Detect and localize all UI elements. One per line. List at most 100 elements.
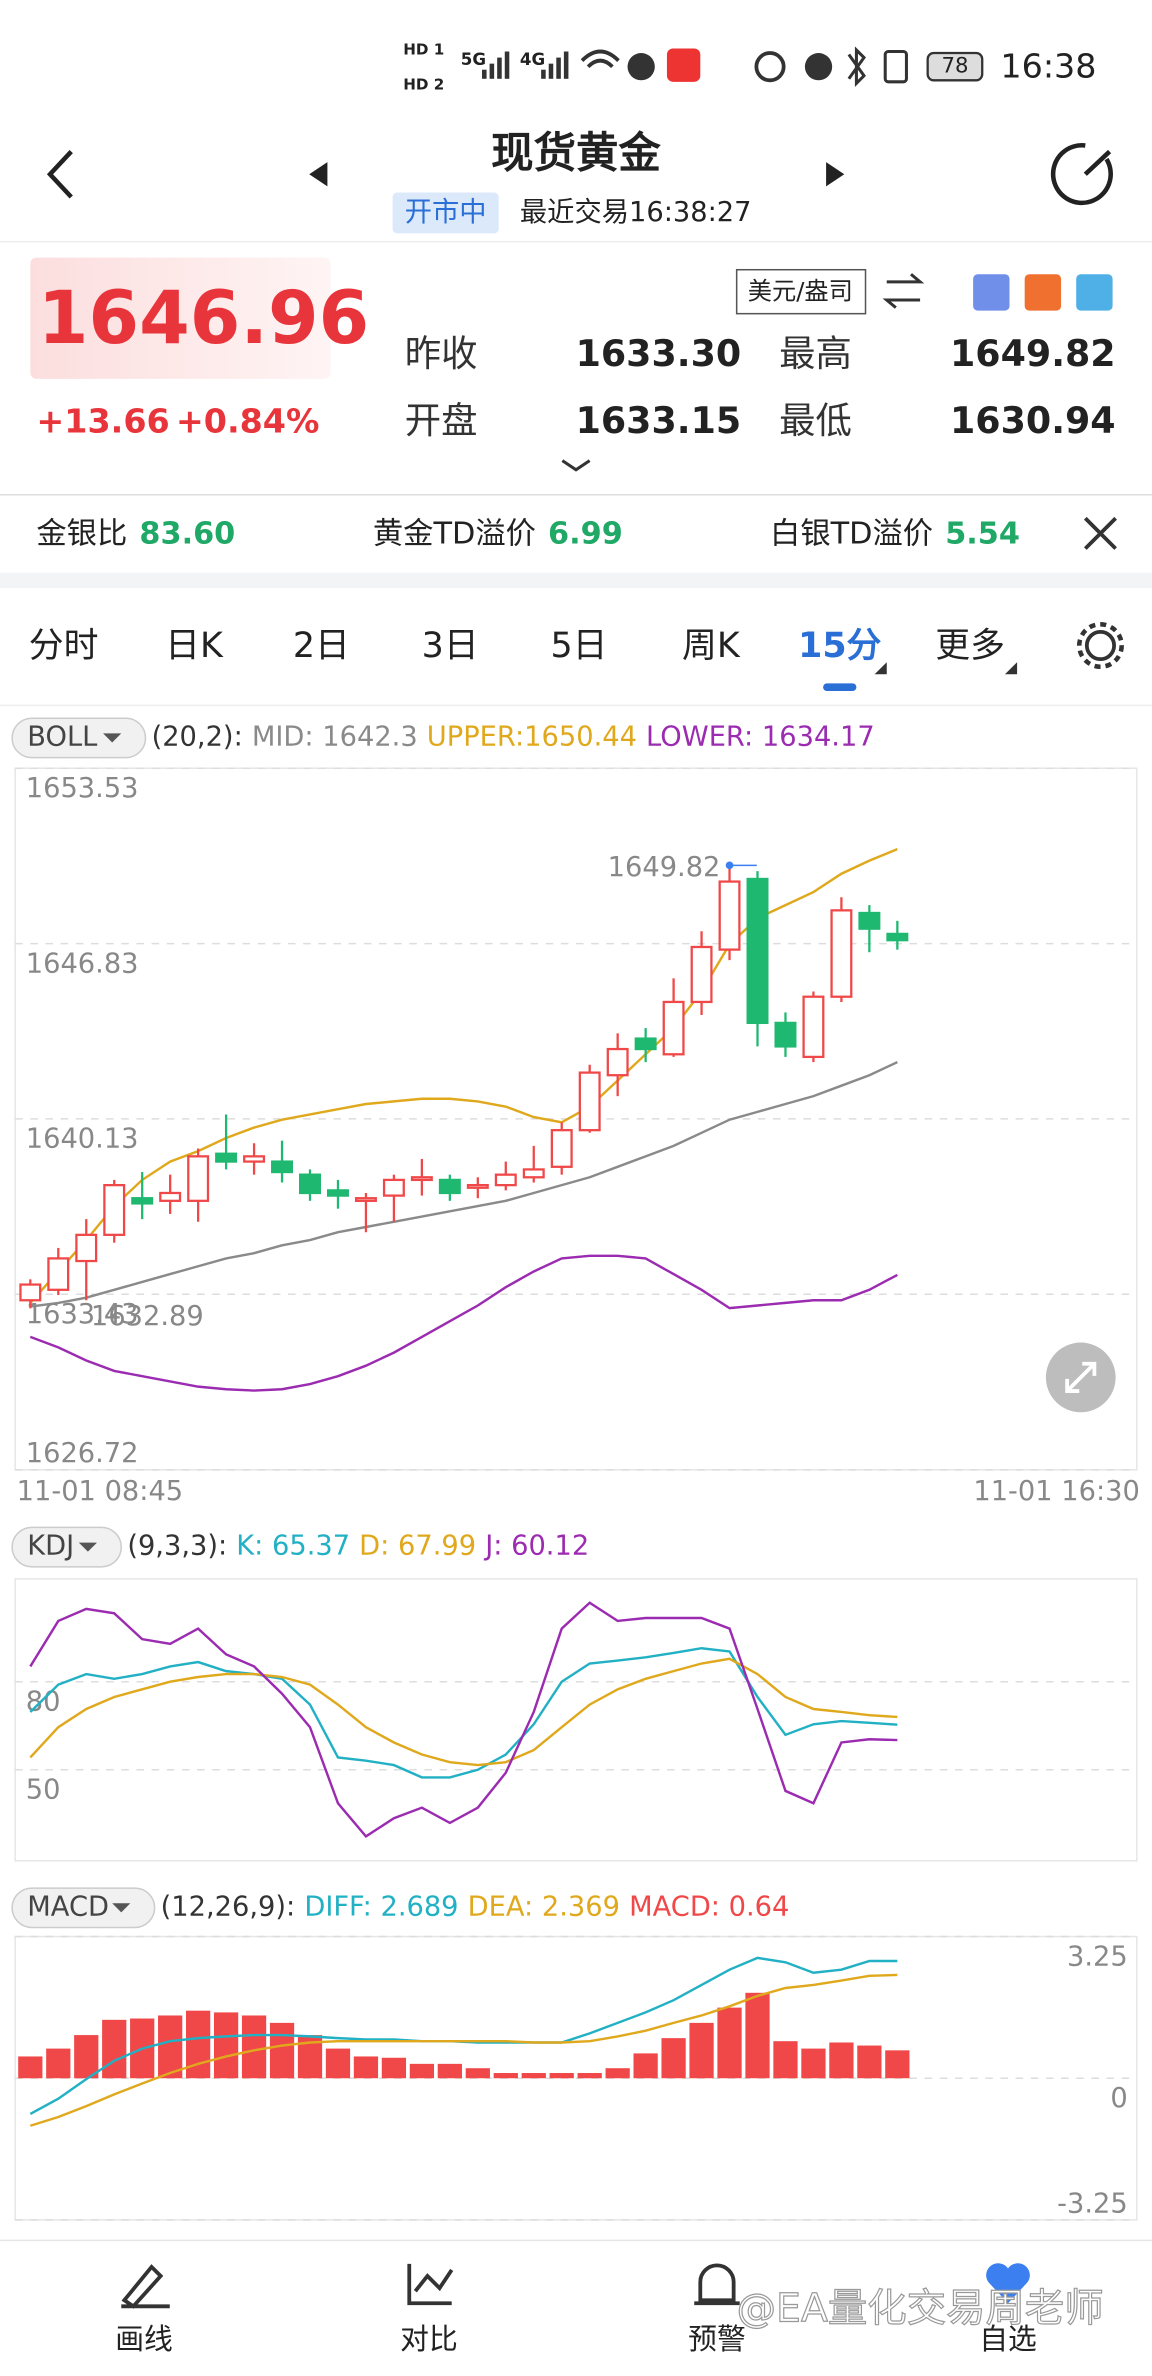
y-tick-label: 3.25 bbox=[1067, 1941, 1128, 1972]
ratio-label: 白银TD溢价 bbox=[770, 516, 933, 551]
alert-icon bbox=[694, 2263, 740, 2306]
field-value: 1649.82 bbox=[950, 332, 1116, 375]
histogram-bar bbox=[74, 2035, 99, 2079]
field-label: 昨收 bbox=[405, 332, 478, 375]
indicator-line bbox=[29, 1647, 898, 1779]
y-tick-label: 1626.72 bbox=[26, 1438, 139, 1469]
unit-box[interactable] bbox=[735, 268, 867, 315]
refresh-button[interactable] bbox=[1050, 143, 1113, 206]
histogram-bar bbox=[213, 2012, 239, 2079]
tab[interactable]: 5日 bbox=[551, 626, 608, 666]
alarm-icon bbox=[804, 53, 833, 81]
indicator-selector[interactable] bbox=[11, 717, 147, 759]
tool-icon[interactable] bbox=[1076, 274, 1113, 311]
histogram-bar bbox=[381, 2057, 407, 2079]
last-trade: 最近交易16:38:27 bbox=[520, 197, 752, 228]
nav-label[interactable]: 对比 bbox=[400, 2322, 458, 2356]
histogram-bar bbox=[605, 2068, 630, 2079]
indicator-line bbox=[29, 1254, 898, 1392]
fullscreen-icon bbox=[1065, 1361, 1097, 1393]
candle-body bbox=[578, 1071, 601, 1132]
candle-body bbox=[354, 1197, 377, 1202]
price-change: +13.66 bbox=[36, 401, 169, 440]
indicator-selector[interactable] bbox=[11, 1887, 156, 1929]
histogram-bar bbox=[465, 2068, 490, 2079]
tab[interactable]: 分时 bbox=[29, 626, 99, 666]
histogram-bar bbox=[521, 2073, 546, 2079]
histogram-bar bbox=[353, 2056, 379, 2079]
tab[interactable]: 更多 bbox=[935, 626, 1005, 666]
ratio-value: 6.99 bbox=[548, 516, 623, 551]
tab[interactable]: 15分 bbox=[798, 626, 882, 666]
indicator-selector[interactable] bbox=[11, 1526, 123, 1568]
divider bbox=[0, 493, 1152, 496]
field-label: 最低 bbox=[779, 399, 852, 442]
indicator-name: KDJ bbox=[27, 1531, 74, 1562]
tab[interactable]: 2日 bbox=[293, 626, 350, 666]
wechat-icon bbox=[627, 53, 655, 81]
page-title: 现货黄金 bbox=[491, 130, 661, 179]
histogram-bar bbox=[577, 2073, 602, 2079]
histogram-bar bbox=[269, 2022, 295, 2079]
settings-button[interactable] bbox=[1076, 622, 1124, 670]
y-tick-label: 0 bbox=[1110, 2083, 1127, 2114]
candle-body bbox=[187, 1155, 210, 1202]
divider bbox=[0, 704, 1152, 707]
prev-button[interactable] bbox=[309, 162, 328, 187]
expand-chevron[interactable] bbox=[561, 459, 591, 472]
histogram-bar bbox=[885, 2050, 910, 2079]
candle-body bbox=[438, 1178, 461, 1195]
max-label: 1649.82 bbox=[608, 852, 721, 883]
candle-body bbox=[718, 880, 741, 951]
close-button[interactable] bbox=[1083, 516, 1117, 550]
watermark: @EA量化交易周老师 bbox=[737, 2285, 1104, 2331]
candle-body bbox=[522, 1168, 545, 1179]
y-tick-label: 1646.83 bbox=[26, 948, 139, 979]
x-tick-label: 11-01 16:30 bbox=[973, 1476, 1140, 1507]
draw-icon bbox=[121, 2264, 170, 2309]
histogram-bar bbox=[829, 2042, 854, 2079]
back-button[interactable] bbox=[46, 149, 73, 199]
indicator-name: BOLL bbox=[27, 721, 98, 752]
histogram-bar bbox=[549, 2073, 574, 2079]
ratio-label: 金银比 bbox=[36, 516, 127, 551]
indicator-params: (12,26,9): bbox=[161, 1891, 296, 1922]
candle-body bbox=[271, 1160, 294, 1174]
candle-body bbox=[886, 932, 909, 942]
histogram-bar bbox=[158, 2015, 183, 2079]
histogram-bar bbox=[661, 2038, 686, 2079]
ratio-label: 黄金TD溢价 bbox=[373, 516, 536, 551]
histogram-bar bbox=[745, 1992, 770, 2079]
tab[interactable]: 3日 bbox=[422, 626, 479, 666]
nav-label[interactable]: 画线 bbox=[115, 2322, 173, 2356]
candle-body bbox=[75, 1233, 98, 1263]
tool-icon[interactable] bbox=[973, 274, 1010, 311]
candle-body bbox=[494, 1173, 517, 1187]
indicator-line bbox=[29, 1973, 898, 2127]
candle-body bbox=[326, 1189, 349, 1197]
status-net: 4G bbox=[520, 50, 545, 69]
legend-entry: J: 60.12 bbox=[483, 1531, 589, 1562]
wifi-icon bbox=[580, 49, 620, 69]
compare-icon bbox=[407, 2263, 454, 2306]
tab[interactable]: 日K bbox=[165, 626, 224, 666]
histogram-bar bbox=[689, 2022, 714, 2079]
candle-body bbox=[802, 995, 825, 1059]
y-tick-label: 1653.53 bbox=[26, 773, 139, 804]
legend-entry: DIFF: 2.689 bbox=[304, 1891, 458, 1922]
y-tick-label: 50 bbox=[26, 1774, 61, 1805]
dropdown-caret bbox=[78, 1542, 98, 1552]
nav-label[interactable]: 自选 bbox=[979, 2322, 1037, 2356]
next-button[interactable] bbox=[826, 162, 845, 187]
swap-icon[interactable] bbox=[882, 273, 925, 309]
tab[interactable]: 周K bbox=[682, 626, 741, 666]
tool-icon[interactable] bbox=[1024, 274, 1062, 311]
candle-body bbox=[131, 1197, 154, 1205]
nav-label[interactable]: 预警 bbox=[688, 2322, 746, 2356]
histogram-bar bbox=[46, 2048, 71, 2079]
candle-body bbox=[830, 909, 853, 998]
indicator-name: MACD bbox=[27, 1891, 109, 1922]
dropdown-caret bbox=[112, 1903, 131, 1913]
field-value: 1630.94 bbox=[950, 399, 1116, 442]
